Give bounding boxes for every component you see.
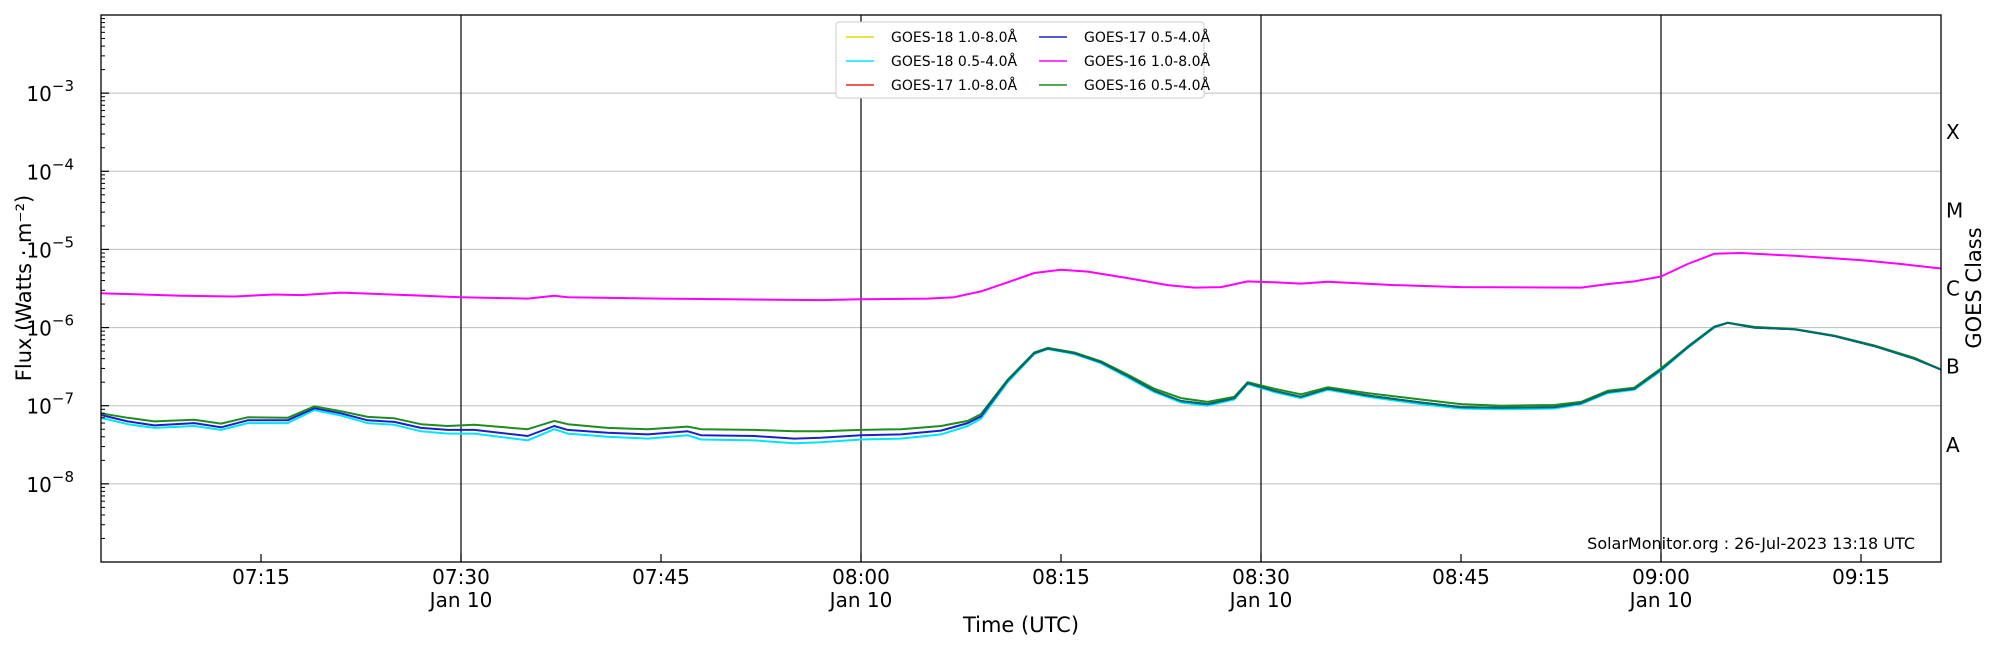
credit-annotation: SolarMonitor.org : 26-Jul-2023 13:18 UTC <box>1587 534 1915 553</box>
y-tick-label: 10−7 <box>26 390 74 419</box>
x-tick-date-label: Jan 10 <box>828 588 893 612</box>
x-tick-label: 08:45 <box>1432 565 1490 589</box>
x-tick-label: 08:15 <box>1032 565 1090 589</box>
y-tick-label: 10−3 <box>26 77 74 106</box>
y-tick-label: 10−8 <box>26 468 74 497</box>
goes-class-label: X <box>1946 120 1960 144</box>
goes-class-label: C <box>1946 277 1960 301</box>
y-axis: 10−8 10−7 10−6 10−5 10−4 10−3 <box>26 18 109 539</box>
legend-label: GOES-17 0.5-4.0Å <box>1084 29 1210 46</box>
legend-label: GOES-16 1.0-8.0Å <box>1084 53 1210 70</box>
x-tick-label: 07:30 <box>432 565 490 589</box>
x-tick-label: 08:30 <box>1232 565 1290 589</box>
x-tick-date-label: Jan 10 <box>1228 588 1293 612</box>
y-tick-label: 10−5 <box>26 233 74 262</box>
legend-label: GOES-18 1.0-8.0Å <box>891 29 1017 46</box>
goes-class-label: B <box>1946 355 1960 379</box>
x-tick-label: 07:45 <box>632 565 690 589</box>
y-tick-label: 10−4 <box>26 155 74 184</box>
legend-label: GOES-16 0.5-4.0Å <box>1084 77 1210 94</box>
x-tick-label: 07:15 <box>232 565 290 589</box>
x-tick-label: 08:00 <box>832 565 890 589</box>
x-tick-date-label: Jan 10 <box>1628 588 1693 612</box>
plot-frame <box>100 14 1942 563</box>
y-tick-label: 10−6 <box>26 312 74 341</box>
series-line <box>980 321 1942 416</box>
reference-lines <box>460 15 1662 562</box>
goes-class-axis-title: GOES Class <box>1962 227 1986 348</box>
legend-label: GOES-18 0.5-4.0Å <box>891 53 1017 70</box>
x-tick-label: 09:15 <box>1832 565 1890 589</box>
goes-class-label: M <box>1946 198 1963 222</box>
x-tick-date-label: Jan 10 <box>428 588 493 612</box>
series-layer <box>100 252 1942 445</box>
x-tick-label: 09:00 <box>1632 565 1690 589</box>
goes-class-axis: A B C M X <box>1946 120 1963 457</box>
legend-box <box>835 21 1205 99</box>
series-line <box>100 252 1942 302</box>
legend: GOES-18 1.0-8.0Å GOES-18 0.5-4.0Å GOES-17 … <box>835 21 1210 99</box>
y-axis-title: Flux (Watts · m⁻²) <box>12 195 36 381</box>
goes-class-label: A <box>1946 433 1960 457</box>
x-axis-title: Time (UTC) <box>962 613 1079 637</box>
legend-label: GOES-17 1.0-8.0Å <box>891 77 1017 94</box>
